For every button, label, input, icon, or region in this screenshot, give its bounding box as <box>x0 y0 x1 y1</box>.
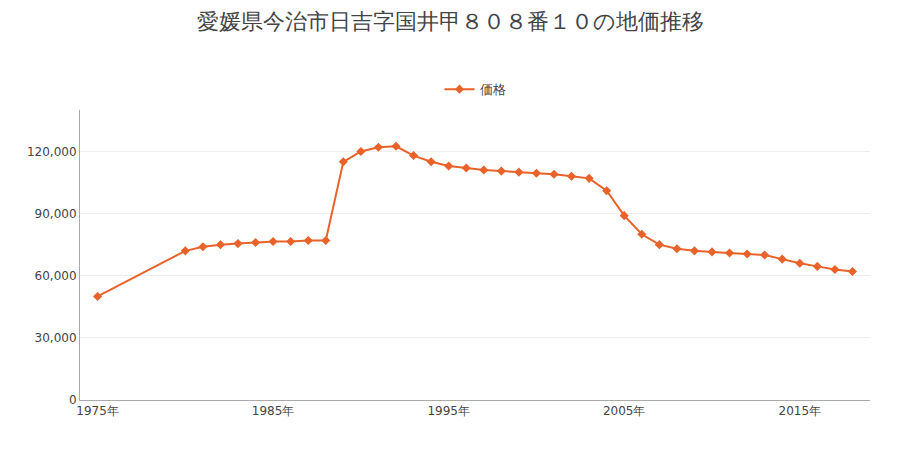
svg-text:愛媛県今治市日吉字国井甲８０８番１０の地価推移: 愛媛県今治市日吉字国井甲８０８番１０の地価推移 <box>197 9 704 34</box>
svg-text:0: 0 <box>69 393 77 407</box>
svg-text:90,000: 90,000 <box>35 207 77 221</box>
svg-text:60,000: 60,000 <box>35 269 77 283</box>
svg-text:2005年: 2005年 <box>603 404 646 418</box>
svg-text:1995年: 1995年 <box>427 404 470 418</box>
svg-text:30,000: 30,000 <box>35 331 77 345</box>
svg-text:120,000: 120,000 <box>27 145 77 159</box>
svg-text:2015年: 2015年 <box>779 404 822 418</box>
svg-text:1985年: 1985年 <box>252 404 295 418</box>
svg-text:1975年: 1975年 <box>76 404 119 418</box>
svg-text:価格: 価格 <box>480 82 506 97</box>
